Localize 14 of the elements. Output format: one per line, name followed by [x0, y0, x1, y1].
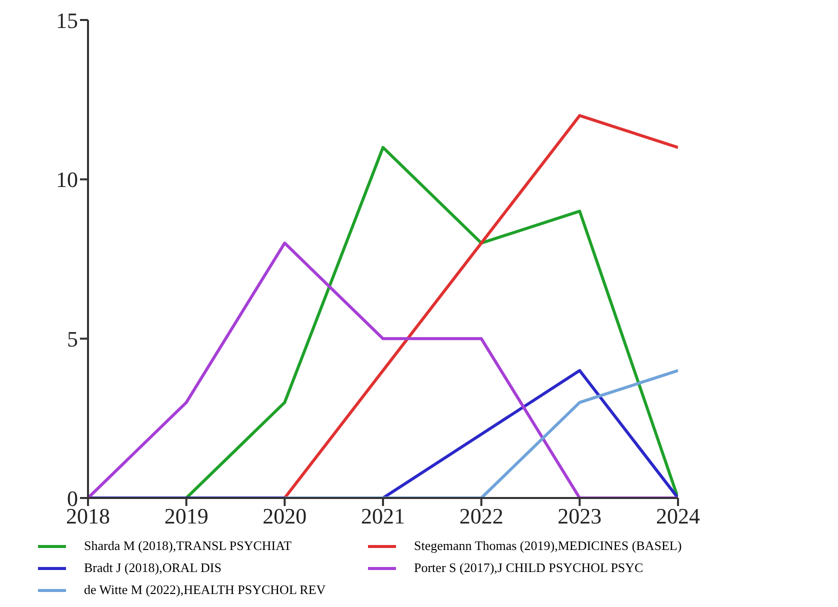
- x-tick-label: 2021: [361, 504, 405, 529]
- legend-label: Stegemann Thomas (2019),MEDICINES (BASEL): [414, 538, 682, 554]
- legend-label: de Witte M (2022),HEALTH PSYCHOL REV: [84, 582, 326, 598]
- x-tick-label: 2022: [459, 504, 504, 529]
- y-tick-label: 15: [56, 8, 78, 33]
- x-tick-label: 2019: [164, 504, 208, 529]
- y-tick-label: 5: [67, 326, 78, 352]
- x-tick-label: 2023: [558, 504, 602, 529]
- legend-label: Bradt J (2018),ORAL DIS: [84, 560, 222, 576]
- y-tick-label: 10: [56, 167, 78, 192]
- legend-label: Porter S (2017),J CHILD PSYCHOL PSYC: [414, 560, 644, 576]
- x-tick-label: 2024: [656, 504, 700, 529]
- legend-label: Sharda M (2018),TRANSL PSYCHIAT: [84, 538, 292, 554]
- x-tick-label: 2020: [262, 504, 307, 529]
